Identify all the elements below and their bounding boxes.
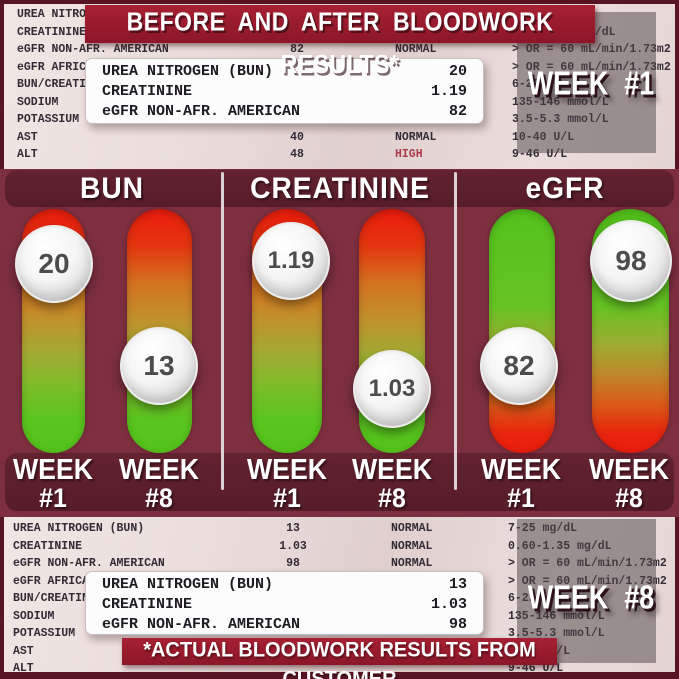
test-name: AST	[17, 130, 38, 144]
gauge-title-egfr: eGFR	[525, 172, 605, 205]
test-name: ALT	[17, 148, 38, 161]
week-number: #1	[273, 483, 301, 513]
column-divider	[454, 172, 457, 490]
test-name: POTASSIUM	[13, 627, 76, 640]
callout-row: CREATININE 1.19	[86, 81, 483, 101]
table-row: UREA NITROGEN (BUN)13NORMAL7-25 mg/dL	[13, 520, 677, 538]
callout-test-value: 1.19	[430, 82, 467, 100]
week-1-tag: WEEK #1	[527, 64, 655, 102]
callout-test-name: CREATININE	[102, 595, 193, 613]
test-value: 98	[286, 557, 300, 570]
week-number: #8	[378, 483, 406, 513]
week-word: WEEK	[351, 454, 433, 486]
callout-test-value: 1.03	[430, 595, 467, 613]
title-banner: BEFORE AND AFTER BLOODWORK RESULTS*	[85, 5, 595, 79]
callout-test-value: 82	[448, 102, 467, 120]
gauge-title-bun: BUN	[80, 172, 144, 205]
value-badge-creatinine-week8: 1.03	[353, 350, 431, 428]
week-label-egfr-week1: WEEK #1	[470, 456, 571, 512]
callout-test-value: 98	[448, 615, 467, 633]
week-number: #8	[145, 483, 173, 513]
week-number: #1	[507, 483, 535, 513]
footnote-banner-text: *ACTUAL BLOODWORK RESULTS FROM CUSTOMER	[143, 638, 536, 679]
gauge-footer-strip	[5, 453, 674, 511]
title-banner-text: BEFORE AND AFTER BLOODWORK RESULTS*	[126, 7, 554, 79]
callout-test-value: 13	[448, 575, 467, 593]
test-name: ALT	[13, 662, 34, 675]
test-name: SODIUM	[17, 95, 59, 109]
footnote-banner: *ACTUAL BLOODWORK RESULTS FROM CUSTOMER	[122, 638, 557, 679]
callout-row: UREA NITROGEN (BUN) 20	[86, 61, 483, 81]
table-row: ALT 9-46 U/L	[13, 660, 677, 678]
week-8-tag: WEEK #8	[527, 578, 655, 616]
test-status: NORMAL	[391, 557, 433, 570]
test-value: 13	[286, 522, 300, 535]
week-number: #8	[615, 483, 643, 513]
week-word: WEEK	[480, 454, 562, 486]
test-name: AST	[13, 644, 34, 658]
test-name: CREATININE	[13, 539, 83, 553]
week-label-creatinine-week1: WEEK #1	[236, 456, 337, 512]
week-label-creatinine-week8: WEEK #8	[341, 456, 442, 512]
value-badge-egfr-week1: 82	[480, 327, 558, 405]
value-badge-creatinine-week1: 1.19	[252, 222, 330, 300]
column-divider	[221, 172, 224, 490]
test-status: NORMAL	[391, 539, 433, 553]
week-label-bun-week1: WEEK #1	[2, 456, 103, 512]
callout-test-value: 20	[448, 62, 467, 80]
week-label-egfr-week8: WEEK #8	[578, 456, 679, 512]
callout-row: CREATININE 1.03	[86, 594, 483, 614]
test-value: 40	[290, 130, 304, 144]
value-badge-bun-week1: 20	[15, 225, 93, 303]
gauge-header-strip	[5, 170, 674, 207]
test-range: 9-46 U/L	[508, 662, 564, 675]
test-status: NORMAL	[395, 130, 437, 144]
test-name: eGFR NON-AFR. AMERICAN	[17, 43, 169, 56]
callout-row: UREA NITROGEN (BUN) 13	[86, 574, 483, 594]
test-name: POTASSIUM	[17, 113, 80, 126]
week-number: #1	[39, 483, 67, 513]
value-badge-bun-week8: 13	[120, 327, 198, 405]
callout-row: eGFR NON-AFR. AMERICAN 82	[86, 101, 483, 121]
test-status: HIGH	[395, 148, 423, 161]
week-word: WEEK	[118, 454, 200, 486]
week-word: WEEK	[246, 454, 328, 486]
bottom-results-callout: UREA NITROGEN (BUN) 13 CREATININE 1.03 eGF…	[85, 571, 484, 635]
callout-test-name: eGFR NON-AFR. AMERICAN	[102, 615, 301, 633]
callout-test-name: CREATININE	[102, 82, 193, 100]
top-results-callout: UREA NITROGEN (BUN) 20 CREATININE 1.19 eGF…	[85, 58, 484, 124]
gauge-title-creatinine: CREATININE	[250, 172, 430, 205]
test-value: 48	[290, 148, 304, 161]
callout-row: eGFR NON-AFR. AMERICAN 98	[86, 614, 483, 634]
test-status: NORMAL	[391, 522, 433, 535]
test-name: SODIUM	[13, 609, 55, 623]
test-name: eGFR NON-AFR. AMERICAN	[13, 557, 165, 570]
callout-test-name: eGFR NON-AFR. AMERICAN	[102, 102, 301, 120]
callout-test-name: UREA NITROGEN (BUN)	[102, 62, 274, 80]
week-word: WEEK	[588, 454, 670, 486]
value-badge-egfr-week8: 98	[590, 220, 672, 302]
gauge-band: BUN CREATININE eGFR 20 13 1.19 1.03 82 9…	[0, 169, 679, 517]
test-value: 1.03	[279, 539, 307, 553]
test-status: NORMAL	[395, 43, 437, 56]
test-value: 82	[290, 43, 304, 56]
week-label-bun-week8: WEEK #8	[108, 456, 209, 512]
callout-test-name: UREA NITROGEN (BUN)	[102, 575, 274, 593]
test-name: UREA NITROGEN (BUN)	[13, 522, 145, 535]
week-word: WEEK	[12, 454, 94, 486]
test-name: CREATININE	[17, 25, 87, 39]
